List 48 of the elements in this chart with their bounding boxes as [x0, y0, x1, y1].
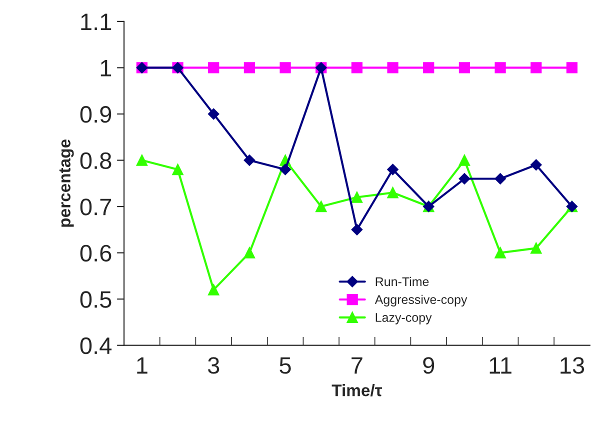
point — [530, 159, 542, 170]
y-tick-label: 1.1 — [81, 14, 112, 30]
point — [244, 62, 255, 74]
y-axis-title: percentage — [59, 140, 74, 227]
point — [387, 62, 398, 74]
y-tick-label: 1 — [100, 60, 112, 76]
x-tick-label: 1 — [137, 357, 148, 374]
point — [244, 154, 256, 166]
point — [530, 62, 542, 74]
x-tick-label: 13 — [560, 357, 584, 374]
y-tick-label: 0.7 — [80, 198, 112, 216]
point — [280, 164, 291, 176]
x-axis-title: Time/τ — [332, 384, 382, 396]
x-tick-label: 7 — [352, 357, 362, 374]
point — [423, 62, 434, 74]
point — [208, 284, 220, 296]
point — [351, 62, 363, 74]
y-tick-label: 0.9 — [80, 106, 112, 123]
point — [208, 108, 220, 120]
x-tick-label: 9 — [423, 357, 434, 374]
y-tick-label: 0.8 — [80, 152, 112, 170]
point — [530, 242, 542, 254]
point — [316, 200, 327, 212]
point — [494, 62, 506, 74]
x-tick-label: 3 — [208, 357, 220, 374]
point — [387, 164, 398, 176]
point — [208, 62, 220, 74]
point — [351, 224, 363, 236]
legend-label: Aggressive-copy — [374, 294, 468, 306]
point — [566, 62, 578, 74]
point — [351, 192, 363, 203]
point — [494, 247, 506, 258]
x-tick-label: 5 — [280, 357, 291, 374]
y-tick-label: 0.4 — [80, 337, 112, 354]
point — [458, 154, 470, 166]
y-tick-label: 0.6 — [80, 244, 112, 262]
point — [387, 187, 398, 198]
point — [458, 62, 470, 74]
point — [244, 247, 255, 258]
point — [494, 173, 506, 184]
legend-label: Lazy-copy — [376, 313, 432, 324]
point — [280, 62, 291, 74]
y-tick-label: 0.5 — [80, 291, 112, 308]
point — [136, 154, 148, 166]
point — [458, 173, 470, 184]
point — [172, 164, 184, 176]
x-tick-label: 11 — [490, 357, 512, 374]
legend-label: Run-Time — [376, 276, 429, 286]
